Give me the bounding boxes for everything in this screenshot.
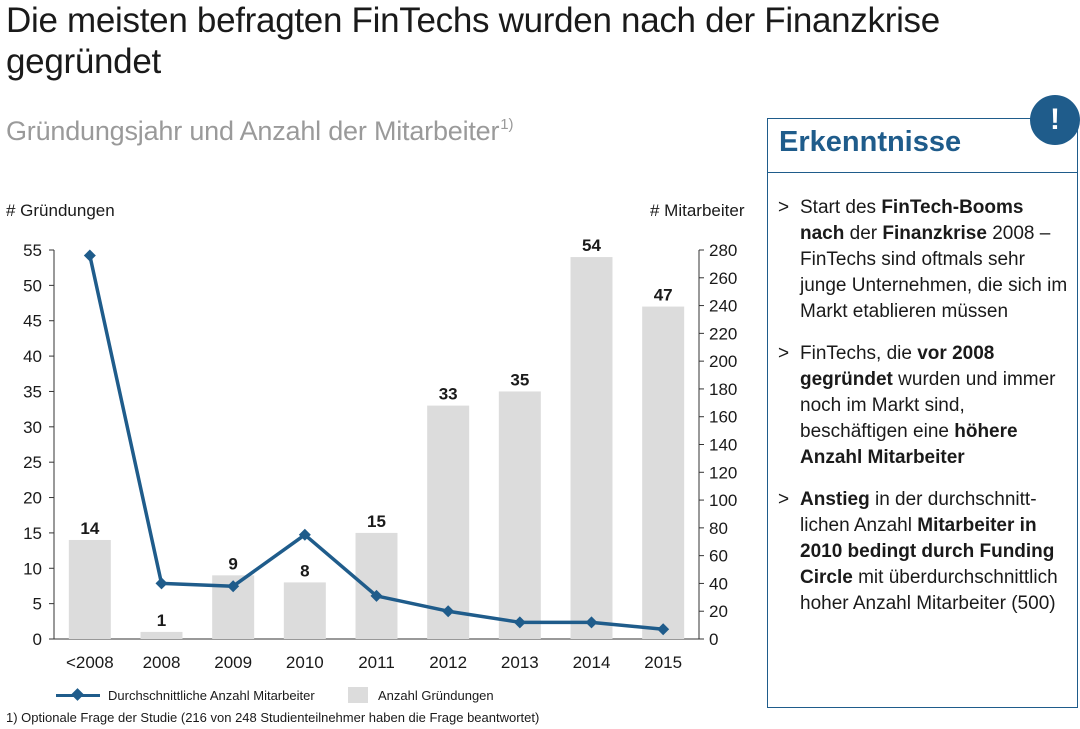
bar — [642, 306, 685, 639]
right-tick-label: 60 — [709, 547, 728, 566]
right-tick-label: 80 — [709, 519, 728, 538]
subtitle-text: Gründungsjahr und Anzahl der Mitarbeiter — [6, 116, 500, 146]
bar — [68, 539, 111, 639]
bar — [570, 257, 613, 639]
insights-panel: Erkenntnisse > Start des FinTech-Booms na… — [767, 118, 1078, 708]
line-point — [155, 577, 168, 590]
insight-text: in der durchschnitt-lichen Anzahl — [800, 489, 1037, 536]
insight-text-bold: FinTech-Booms nach — [800, 197, 1024, 244]
left-tick-label: 15 — [23, 524, 42, 543]
left-tick-label: 30 — [23, 418, 42, 437]
insight-text: mit überdurchschnittlich hoher Anzahl Mi… — [800, 567, 1058, 614]
right-tick-label: 240 — [709, 297, 737, 316]
right-tick-label: 0 — [709, 630, 718, 649]
right-tick-label: 120 — [709, 463, 737, 482]
right-tick-label: 220 — [709, 324, 737, 343]
insight-text: 2008 – FinTechs sind oftmals sehr junge … — [800, 223, 1068, 322]
bar — [283, 582, 326, 639]
left-tick-label: 20 — [23, 489, 42, 508]
x-tick-label: 2014 — [573, 653, 611, 672]
legend-item-bar: Anzahl Gründungen — [348, 684, 494, 706]
bar-data-label: 1 — [157, 611, 166, 630]
insight-text-bold: vor 2008 gegründet — [800, 343, 995, 390]
insight-text-bold: Mitarbeiter in 2010 bedingt durch Fundin… — [800, 515, 1055, 588]
bar — [140, 631, 183, 639]
bar — [355, 532, 398, 639]
right-tick-label: 40 — [709, 574, 728, 593]
bar-data-label: 9 — [228, 554, 237, 573]
legend-bar-swatch — [348, 687, 368, 703]
insight-item: > Start des FinTech-Booms nach der Finanz… — [778, 195, 1071, 325]
left-tick-label: 45 — [23, 312, 42, 331]
left-tick-label: 10 — [23, 559, 42, 578]
right-tick-label: 280 — [709, 241, 737, 260]
right-tick-label: 200 — [709, 352, 737, 371]
left-tick-label: 50 — [23, 276, 42, 295]
right-tick-label: 100 — [709, 491, 737, 510]
footnote: 1) Optionale Frage der Studie (216 von 2… — [6, 710, 540, 725]
legend-line-swatch — [56, 688, 100, 702]
x-tick-label: 2011 — [358, 653, 395, 672]
right-tick-label: 160 — [709, 408, 737, 427]
exclamation-icon: ! — [1030, 95, 1080, 145]
page-title: Die meisten befragten FinTechs wurden na… — [6, 1, 940, 81]
insight-text-bold: Anstieg — [800, 489, 870, 510]
bar-data-label: 14 — [80, 519, 99, 538]
left-tick-label: 55 — [23, 241, 42, 260]
left-tick-label: 0 — [33, 630, 42, 649]
line-point — [227, 580, 240, 593]
bar-data-label: 47 — [654, 286, 673, 305]
left-tick-label: 5 — [33, 595, 42, 614]
line-point — [370, 589, 383, 602]
bullet-marker: > — [778, 197, 790, 218]
x-tick-label: 2013 — [501, 653, 539, 672]
bar-data-label: 35 — [510, 370, 529, 389]
x-tick-label: 2010 — [286, 653, 324, 672]
right-tick-label: 140 — [709, 436, 737, 455]
left-tick-label: 40 — [23, 347, 42, 366]
x-tick-label: 2015 — [644, 653, 682, 672]
x-tick-label: <2008 — [66, 653, 114, 672]
line-point — [657, 623, 670, 636]
line-point — [83, 249, 96, 262]
bar — [498, 391, 541, 639]
right-tick-label: 180 — [709, 380, 737, 399]
insight-text: der — [844, 223, 883, 244]
insight-text-bold: Finanzkrise — [882, 223, 987, 244]
line-point — [513, 616, 526, 629]
insight-text: wurden und immer noch im Markt sind, bes… — [800, 369, 1056, 442]
x-tick-label: 2012 — [429, 653, 467, 672]
right-tick-label: 260 — [709, 269, 737, 288]
subtitle-footnote-mark: 1) — [500, 116, 514, 133]
insight-item: > FinTechs, die vor 2008 gegründet wurden… — [778, 341, 1071, 471]
bullet-marker: > — [778, 489, 790, 510]
insight-text-bold: höhere Anzahl Mitarbeiter — [800, 421, 1018, 468]
bar-data-label: 33 — [439, 385, 458, 404]
chart-subtitle: Gründungsjahr und Anzahl der Mitarbeiter… — [6, 116, 513, 147]
right-axis-title: # Mitarbeiter — [650, 201, 745, 220]
x-tick-label: 2008 — [143, 653, 181, 672]
bar-data-label: 8 — [300, 561, 309, 580]
bar-data-label: 15 — [367, 512, 386, 531]
legend-label-line: Durchschnittliche Anzahl Mitarbeiter — [108, 687, 315, 703]
bar-data-label: 54 — [582, 236, 601, 255]
bar — [427, 405, 470, 639]
line-point — [585, 616, 598, 629]
left-axis-title: # Gründungen — [6, 201, 115, 220]
line-point — [298, 528, 311, 541]
insights-title: Erkenntnisse — [768, 119, 1077, 173]
insight-text: FinTechs, die — [800, 343, 918, 364]
left-tick-label: 25 — [23, 453, 42, 472]
x-tick-label: 2009 — [214, 653, 252, 672]
insight-text: Start des — [800, 197, 882, 218]
insights-list: > Start des FinTech-Booms nach der Finanz… — [768, 173, 1077, 617]
line-point — [442, 605, 455, 618]
combo-chart: 0 5 10 15 20 25 30 35 40 45 50 55 0 20 40 60 80 100 120 140… — [23, 236, 737, 672]
bullet-marker: > — [778, 343, 790, 364]
right-tick-label: 20 — [709, 602, 728, 621]
legend-item-line: Durchschnittliche Anzahl Mitarbeiter — [56, 684, 315, 706]
left-tick-label: 35 — [23, 382, 42, 401]
legend-label-bar: Anzahl Gründungen — [378, 687, 494, 703]
insight-item: > Anstieg in der durchschnitt-lichen Anza… — [778, 487, 1071, 617]
